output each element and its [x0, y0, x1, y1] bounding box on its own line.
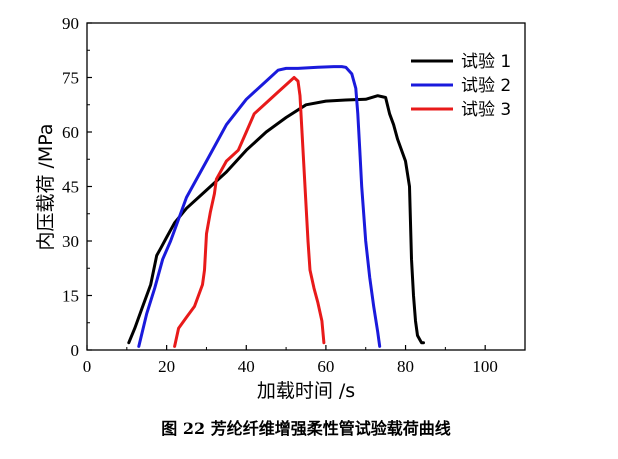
y-tick-label: 60: [62, 123, 79, 142]
y-tick-label: 45: [62, 178, 79, 197]
series-line-3: [173, 76, 326, 348]
x-tick-label: 20: [158, 357, 175, 376]
x-tick-label: 0: [83, 357, 92, 376]
y-tick-label: 90: [62, 14, 79, 33]
x-tick-label: 60: [317, 357, 334, 376]
y-tick-label: 15: [62, 287, 79, 306]
series-layer: [127, 65, 425, 348]
x-tick-label: 80: [397, 357, 414, 376]
y-tick-label: 0: [71, 341, 80, 360]
y-tick-label: 75: [62, 69, 79, 88]
legend-label-1: 试验 1: [461, 52, 511, 72]
y-axis-title: 内压载荷 /MPa: [35, 123, 57, 250]
figure-caption: 图 22 芳纶纤维增强柔性管试验载荷曲线: [161, 419, 450, 438]
x-axis-title: 加载时间 /s: [257, 380, 355, 402]
legend: 试验 1 试验 2 试验 3: [411, 52, 511, 120]
series-line-1: [127, 94, 425, 345]
x-tick-label: 40: [238, 357, 255, 376]
legend-label-2: 试验 2: [461, 76, 511, 96]
axes-layer: 0 20 40 60 80 100 0 15 30 45 60 75 90: [62, 14, 526, 376]
legend-label-3: 试验 3: [461, 100, 511, 120]
y-tick-label: 30: [62, 232, 79, 251]
series-line-2: [137, 65, 382, 348]
x-tick-label: 100: [472, 357, 498, 376]
